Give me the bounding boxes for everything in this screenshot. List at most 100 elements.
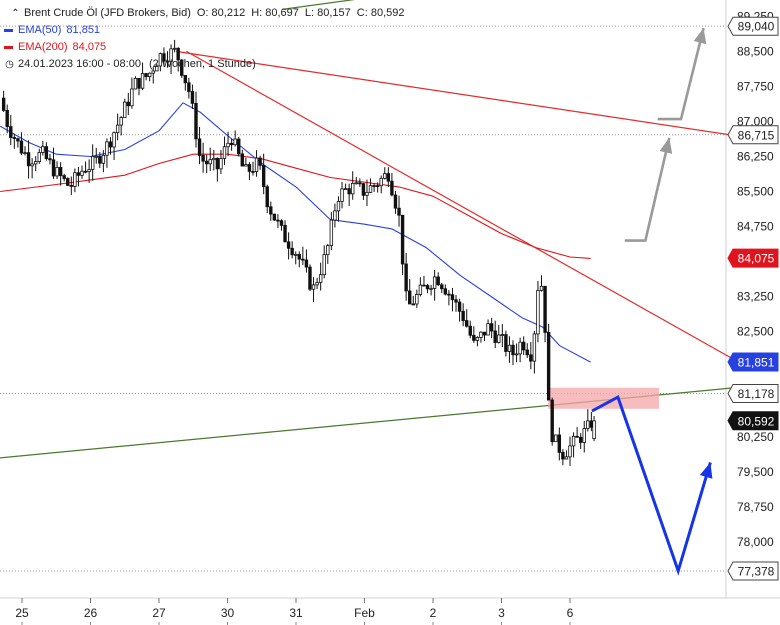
candle-body	[258, 157, 262, 166]
price-badge-label: 86,715	[738, 128, 775, 142]
price-axis[interactable]: 89,25088,50087,75087,00086,25085,50084,7…	[737, 9, 774, 549]
candle-body	[554, 434, 558, 443]
candle-body	[550, 399, 554, 443]
candle-body	[283, 224, 287, 243]
price-badge-label: 80,592	[738, 414, 775, 428]
gray-projection-arrow-2	[657, 27, 705, 121]
legend-instrument-row: ⌃ Brent Crude Öl (JFD Brokers, Bid) O: 8…	[4, 5, 404, 22]
time-range: 24.01.2023 16:00 - 08:00	[18, 58, 141, 70]
candle-body	[297, 254, 301, 260]
candle-body	[454, 299, 458, 303]
time-tick-label: Feb	[354, 606, 375, 620]
candle-body	[322, 254, 326, 276]
time-tick-label: 2	[430, 606, 437, 620]
collapse-chevron-icon[interactable]: ⌃	[11, 8, 20, 19]
time-tick-label: 6	[567, 606, 574, 620]
candle-body	[23, 152, 27, 155]
candle-body	[165, 60, 170, 63]
candle-body	[493, 330, 497, 343]
price-badge-red	[727, 248, 779, 268]
ema50-swatch	[4, 29, 13, 32]
candle-body	[543, 285, 547, 333]
candle-body	[115, 124, 120, 134]
ema50-value: 81,851	[66, 24, 101, 36]
price-badge-outline	[727, 384, 779, 403]
candle-body	[479, 331, 483, 338]
candle-body	[286, 241, 291, 249]
candle-body	[340, 188, 344, 202]
legend-ema200-row[interactable]: EMA(200) 84,075	[4, 39, 404, 56]
price-tick-label: 87,750	[737, 79, 774, 93]
candle-body	[176, 47, 180, 61]
candle-body	[294, 254, 298, 256]
candle-body	[536, 289, 540, 335]
price-badge-label: 81,178	[738, 387, 775, 401]
ema200-swatch	[4, 46, 13, 49]
ohlc-high: H: 80,697	[251, 7, 299, 19]
chart-legend: ⌃ Brent Crude Öl (JFD Brokers, Bid) O: 8…	[4, 5, 404, 73]
candle-body	[151, 70, 155, 74]
candle-body	[251, 171, 255, 173]
candle-body	[529, 354, 533, 362]
candle-body	[375, 185, 380, 188]
candle-body	[475, 337, 480, 341]
projection-arrows	[591, 27, 713, 576]
candle-body	[326, 245, 330, 256]
candle-body	[34, 161, 38, 165]
candle-body	[315, 282, 319, 286]
candle-body	[514, 353, 519, 356]
candle-body	[172, 47, 177, 50]
candle-body	[62, 175, 66, 179]
candle-body	[336, 201, 341, 212]
candle-body	[41, 146, 45, 153]
candle-body	[404, 263, 408, 292]
candle-body	[575, 435, 579, 438]
blue-projection-arrow	[591, 394, 712, 576]
time-axis[interactable]: 25 26 27 30 31 Feb 2 3 6	[15, 598, 574, 625]
clock-icon: ◷	[5, 59, 14, 70]
ohlc-close: C: 80,592	[356, 7, 405, 19]
candle-body	[578, 436, 583, 443]
candle-body	[94, 155, 98, 158]
instrument-name: Brent Crude Öl (JFD Brokers, Bid)	[24, 7, 191, 19]
candle-body	[489, 323, 494, 332]
candle-body	[301, 258, 305, 261]
candle-body	[511, 344, 515, 356]
candle-body	[108, 141, 113, 148]
candle-body	[58, 167, 63, 177]
candle-body	[48, 158, 52, 161]
candle-body	[429, 287, 433, 290]
candle-body	[521, 341, 526, 351]
candle-body	[546, 331, 551, 401]
candle-body	[76, 172, 81, 176]
price-tick-label: 79,500	[737, 465, 774, 479]
candle-body	[482, 331, 487, 336]
candle-body	[247, 164, 252, 172]
candle-body	[37, 152, 41, 162]
gray-projection-arrow-1	[624, 137, 671, 242]
candle-body	[269, 206, 273, 215]
gray-projection-arrow-2-head	[693, 28, 707, 45]
candle-body	[219, 158, 223, 170]
candle-body	[400, 214, 405, 265]
candle-body	[564, 456, 569, 460]
candle-body	[390, 180, 394, 196]
candle-body	[557, 434, 562, 453]
candle-body	[12, 137, 17, 139]
legend-time-row: ◷ 24.01.2023 16:00 - 08:00 (2 Wochen, 1 …	[4, 56, 404, 73]
legend-ema50-row[interactable]: EMA(50) 81,851	[4, 22, 404, 39]
time-tick-label: 25	[15, 606, 29, 620]
candle-body	[19, 140, 24, 154]
ema200-line	[0, 153, 591, 259]
candle-body	[311, 284, 316, 290]
price-tick-label: 80,250	[737, 430, 774, 444]
candle-body	[457, 301, 462, 312]
price-badge-outline	[727, 16, 779, 36]
candle-body	[244, 164, 248, 167]
candle-body	[204, 160, 209, 165]
candle-body	[415, 294, 419, 305]
time-tick-label: 3	[498, 606, 505, 620]
candle-body	[472, 334, 476, 341]
price-badge-black	[727, 411, 779, 431]
